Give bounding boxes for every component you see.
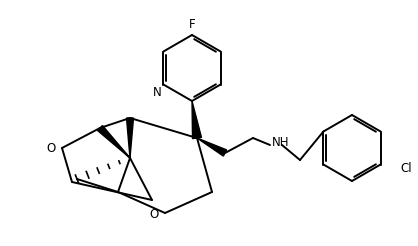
Polygon shape bbox=[192, 101, 201, 138]
Text: N: N bbox=[153, 87, 161, 99]
Text: F: F bbox=[189, 18, 195, 31]
Polygon shape bbox=[127, 118, 133, 158]
Text: Cl: Cl bbox=[400, 162, 412, 174]
Text: NH: NH bbox=[272, 136, 290, 149]
Text: O: O bbox=[149, 208, 158, 221]
Polygon shape bbox=[97, 125, 130, 158]
Text: O: O bbox=[47, 141, 56, 154]
Polygon shape bbox=[197, 138, 227, 156]
